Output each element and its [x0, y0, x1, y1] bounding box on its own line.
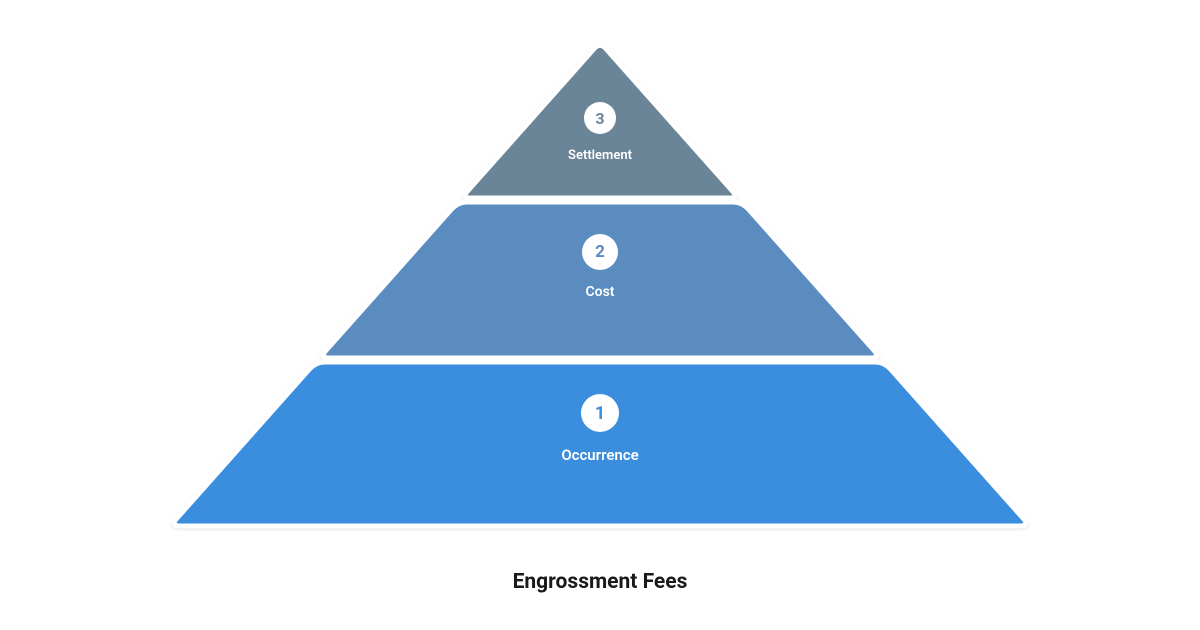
- diagram-caption: Engrossment Fees: [0, 570, 1200, 594]
- pyramid-badge-number-top: 3: [595, 109, 604, 128]
- pyramid-label-bottom: Occurrence: [450, 446, 750, 464]
- pyramid-badge-number-bottom: 1: [595, 403, 605, 424]
- pyramid-label-middle: Cost: [450, 284, 750, 300]
- pyramid-svg: [0, 0, 1200, 630]
- pyramid-layer-top: 3 Settlement: [450, 102, 750, 163]
- pyramid-badge-middle: 2: [582, 234, 618, 270]
- pyramid-badge-top: 3: [584, 102, 616, 134]
- pyramid-layer-middle: 2 Cost: [450, 234, 750, 300]
- pyramid-layer-bottom: 1 Occurrence: [450, 394, 750, 464]
- pyramid-badge-number-middle: 2: [595, 242, 605, 262]
- pyramid-label-top: Settlement: [450, 148, 750, 163]
- pyramid-diagram: 3 Settlement 2 Cost 1 Occurrence Engross…: [0, 0, 1200, 630]
- pyramid-badge-bottom: 1: [581, 394, 619, 432]
